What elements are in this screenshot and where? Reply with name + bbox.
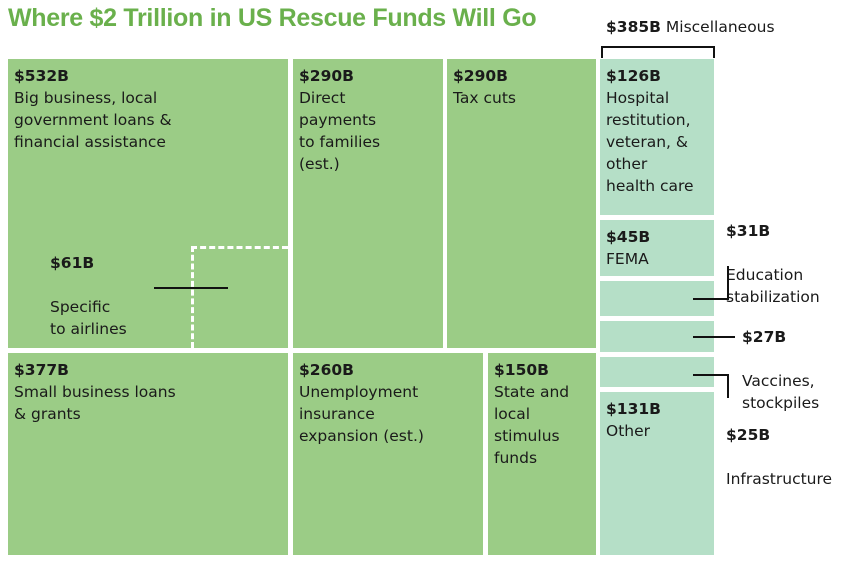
- tile-label: State and local stimulus funds: [494, 383, 570, 467]
- tile-amount: $377B: [14, 361, 69, 379]
- callout-vaccines: $27B Vaccines, stockpiles: [742, 304, 819, 414]
- education-leader-h: [693, 298, 729, 300]
- callout-label: Infrastructure: [726, 470, 833, 488]
- callout-label: Education stabilization: [726, 266, 820, 306]
- callout-amount: $25B: [726, 426, 771, 444]
- tile-tax-cuts: $290B Tax cuts: [447, 59, 596, 348]
- tile-label: FEMA: [606, 250, 649, 268]
- tile-other: $131B Other: [600, 392, 714, 555]
- misc-bracket-left: [601, 46, 603, 58]
- tile-amount: $532B: [14, 67, 69, 85]
- tile-label: Small business loans & grants: [14, 383, 176, 423]
- tile-amount: $290B: [299, 67, 354, 85]
- callout-amount: $31B: [726, 222, 771, 240]
- infrastructure-leader-v: [727, 374, 729, 398]
- callout-amount: $61B: [50, 254, 95, 272]
- misc-bracket-top: [601, 46, 715, 48]
- tile-infrastructure: [600, 357, 714, 387]
- misc-group-amount: $385B: [606, 18, 661, 36]
- tile-big-business: $532B Big business, local government loa…: [8, 59, 288, 348]
- tile-amount: $260B: [299, 361, 354, 379]
- tile-label: Big business, local government loans & f…: [14, 89, 172, 151]
- tile-amount: $150B: [494, 361, 549, 379]
- callout-label: Vaccines, stockpiles: [742, 372, 820, 412]
- tile-unemployment: $260B Unemployment insurance expansion (…: [293, 353, 483, 555]
- infrastructure-leader-h: [693, 374, 729, 376]
- tile-amount: $126B: [606, 67, 661, 85]
- tile-label: Direct payments to families (est.): [299, 89, 381, 173]
- chart-title: Where $2 Trillion in US Rescue Funds Wil…: [8, 4, 537, 32]
- callout-infrastructure: $25B Infrastructure: [726, 402, 832, 490]
- callout-education: $31B Education stabilization: [726, 198, 820, 308]
- tile-label: Hospital restitution, veteran, & other h…: [606, 89, 694, 195]
- tile-amount: $131B: [606, 400, 661, 418]
- tile-amount: $45B: [606, 228, 651, 246]
- misc-group-label: $385B Miscellaneous: [606, 18, 775, 36]
- education-leader-v: [727, 266, 729, 300]
- tile-label: Other: [606, 422, 651, 440]
- misc-group-text: Miscellaneous: [665, 18, 775, 36]
- airlines-subset-outline: [191, 246, 288, 348]
- tile-direct-payments: $290B Direct payments to families (est.): [293, 59, 443, 348]
- airlines-leader-line: [154, 287, 228, 289]
- callout-amount: $27B: [742, 328, 787, 346]
- tile-state-local: $150B State and local stimulus funds: [488, 353, 596, 555]
- callout-airlines: $61B Specific to airlines: [50, 230, 127, 340]
- tile-fema: $45B FEMA: [600, 220, 714, 276]
- tile-label: Tax cuts: [453, 89, 516, 107]
- tile-amount: $290B: [453, 67, 508, 85]
- tile-hospital: $126B Hospital restitution, veteran, & o…: [600, 59, 714, 215]
- tile-label: Unemployment insurance expansion (est.): [299, 383, 424, 445]
- vaccines-leader-h: [693, 336, 735, 338]
- callout-label: Specific to airlines: [50, 298, 127, 338]
- tile-small-business: $377B Small business loans & grants: [8, 353, 288, 555]
- misc-bracket-right: [713, 46, 715, 58]
